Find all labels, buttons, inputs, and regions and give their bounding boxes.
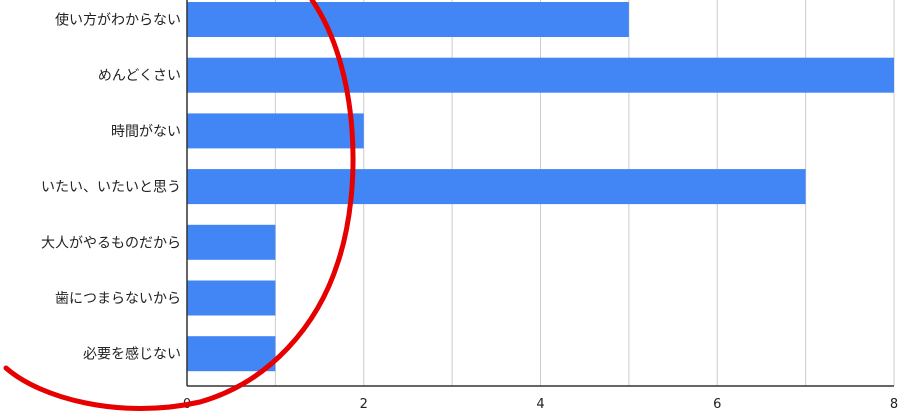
category-label: 時間がない [111, 124, 181, 140]
axes [186, 0, 894, 387]
bar [187, 336, 276, 372]
bars [187, 2, 894, 372]
category-label: めんどくさい [98, 68, 181, 84]
x-tick-label: 6 [713, 397, 721, 412]
category-label: 大人がやるものだから [41, 235, 181, 251]
bar [187, 113, 364, 149]
bar [187, 224, 276, 260]
category-label: いたい、いたいと思う [41, 180, 181, 196]
x-tick-label: 4 [536, 397, 544, 412]
labels: 使い方がわからないめんどくさい時間がないいたい、いたいと思う大人がやるものだから… [41, 12, 898, 413]
bar [187, 169, 806, 205]
x-tick-label: 2 [360, 397, 368, 412]
x-tick-label: 8 [890, 397, 898, 412]
bar [187, 57, 894, 93]
annotation-circle [3, 0, 356, 411]
category-label: 歯につまらないから [55, 291, 181, 307]
category-label: 必要を感じない [83, 346, 181, 363]
annotation [3, 0, 356, 411]
category-label: 使い方がわからない [55, 12, 181, 29]
bar [187, 280, 276, 316]
bar [187, 2, 629, 37]
